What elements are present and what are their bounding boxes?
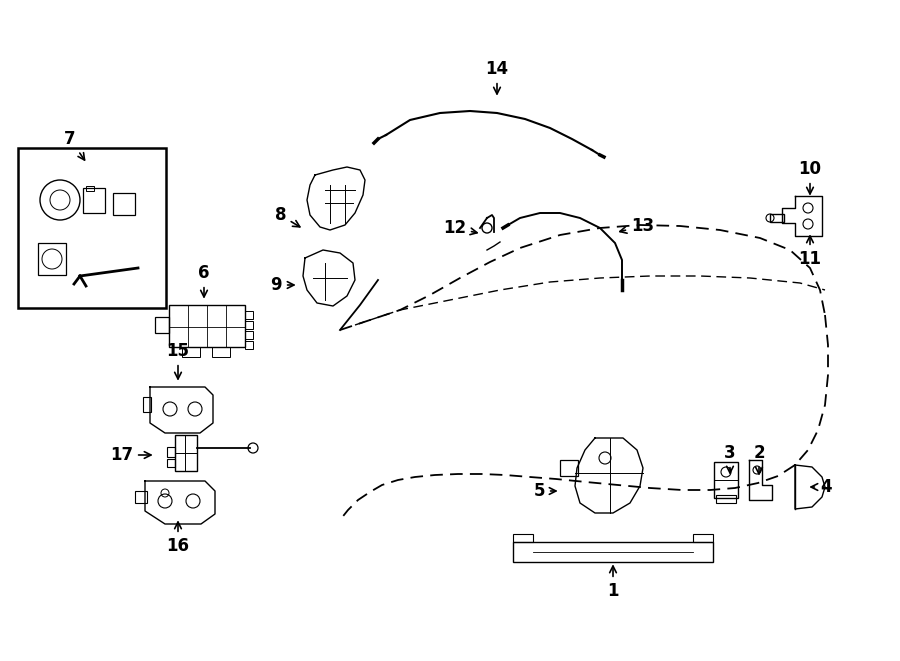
Text: 17: 17 — [110, 446, 151, 464]
Text: 9: 9 — [270, 276, 294, 294]
Text: 13: 13 — [620, 217, 654, 235]
Text: 15: 15 — [166, 342, 190, 379]
Bar — [113, 193, 135, 215]
Bar — [86, 186, 94, 191]
Bar — [155, 317, 169, 333]
Bar — [167, 459, 175, 467]
Text: 16: 16 — [166, 522, 190, 555]
Bar — [143, 397, 151, 412]
Text: 10: 10 — [798, 160, 822, 194]
Bar — [245, 341, 253, 349]
Text: 8: 8 — [274, 206, 300, 227]
Bar — [135, 491, 147, 503]
Bar — [169, 305, 245, 347]
Text: 14: 14 — [485, 60, 508, 94]
Bar — [182, 347, 200, 357]
Bar — [18, 148, 166, 308]
Text: 6: 6 — [198, 264, 210, 297]
Bar — [245, 321, 253, 329]
Bar — [770, 214, 784, 222]
Text: 4: 4 — [811, 478, 832, 496]
Bar — [212, 347, 230, 357]
Bar — [560, 460, 578, 476]
Bar — [167, 447, 175, 457]
Bar — [714, 462, 738, 498]
Bar — [83, 188, 105, 213]
Bar — [175, 435, 197, 471]
Bar — [245, 311, 253, 319]
Text: 5: 5 — [534, 482, 556, 500]
Bar — [513, 534, 533, 542]
Text: 1: 1 — [608, 566, 619, 600]
Bar — [245, 331, 253, 339]
Bar — [716, 495, 736, 503]
Bar — [38, 243, 66, 275]
Text: 3: 3 — [724, 444, 736, 473]
Text: 2: 2 — [753, 444, 765, 474]
Text: 7: 7 — [64, 130, 85, 160]
Bar — [693, 534, 713, 542]
Text: 11: 11 — [798, 236, 822, 268]
Bar — [513, 542, 713, 562]
Text: 12: 12 — [443, 219, 477, 237]
